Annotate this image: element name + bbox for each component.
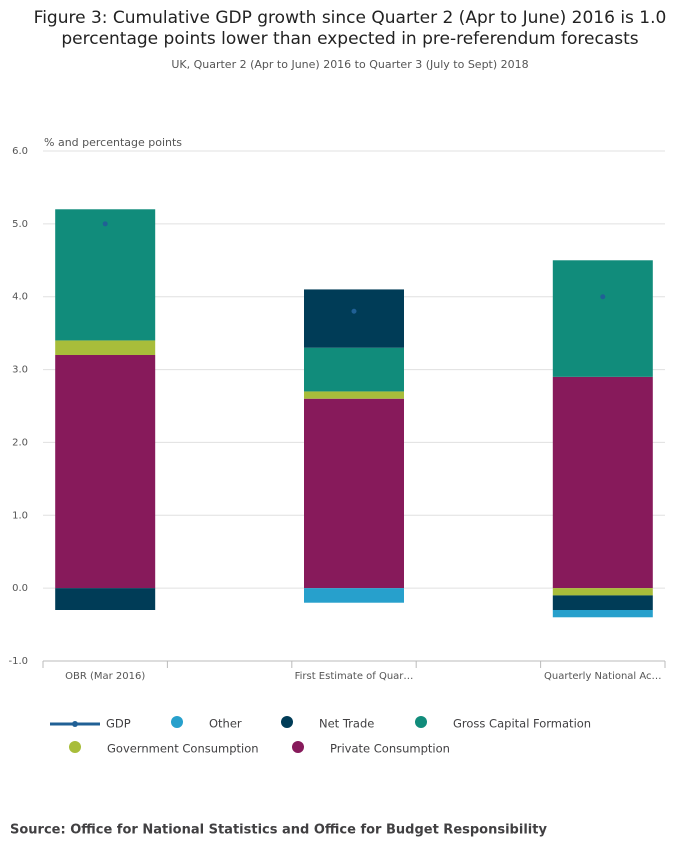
y-tick-label: -1.0 — [8, 656, 28, 667]
chart-title: Figure 3: Cumulative GDP growth since Qu… — [34, 8, 667, 28]
gdp-point — [102, 221, 108, 227]
bar-segment — [552, 260, 653, 377]
bar-segment — [304, 391, 404, 399]
source: Source: Office for National Statistics a… — [10, 823, 547, 838]
y-tick-label: 4.0 — [12, 292, 28, 303]
y-tick-label: 2.0 — [12, 437, 28, 448]
y-tick-label: 5.0 — [12, 219, 28, 230]
bar-segment — [304, 347, 404, 392]
y-axis-label: % and percentage points — [44, 136, 182, 149]
legend-label: Net Trade — [319, 717, 374, 731]
bar-segment — [552, 588, 653, 596]
legend-label: Private Consumption — [330, 742, 450, 756]
legend-marker — [69, 741, 81, 753]
legend-marker — [281, 716, 293, 728]
bar-segment — [55, 355, 156, 589]
gdp-point — [600, 294, 606, 300]
chart-title: percentage points lower than expected in… — [61, 29, 638, 49]
y-tick-label: 6.0 — [12, 146, 28, 157]
legend-label: GDP — [106, 717, 131, 731]
legend-marker — [415, 716, 427, 728]
legend-marker — [72, 721, 78, 727]
bar-segment — [304, 289, 404, 348]
legend-label: Government Consumption — [107, 742, 259, 756]
bar-segment — [304, 398, 404, 589]
y-tick-label: 3.0 — [12, 365, 28, 376]
bar-segment — [55, 209, 156, 341]
y-tick-label: 1.0 — [12, 510, 28, 521]
gdp-point — [351, 308, 357, 314]
bar-segment — [55, 340, 156, 355]
legend-label: Other — [209, 717, 242, 731]
chart-subtitle: UK, Quarter 2 (Apr to June) 2016 to Quar… — [171, 58, 528, 71]
bar-segment — [552, 610, 653, 618]
x-tick-label: Quarterly National Ac… — [544, 671, 662, 682]
bar-segment — [552, 376, 653, 589]
x-tick-label: OBR (Mar 2016) — [65, 671, 145, 682]
bar-segment — [304, 588, 404, 603]
legend-label: Gross Capital Formation — [453, 717, 591, 731]
bar-segment — [55, 588, 156, 610]
x-tick-label: First Estimate of Quar… — [295, 671, 414, 682]
legend-marker — [171, 716, 183, 728]
legend-marker — [292, 741, 304, 753]
y-tick-label: 0.0 — [12, 583, 28, 594]
bar-segment — [552, 595, 653, 610]
